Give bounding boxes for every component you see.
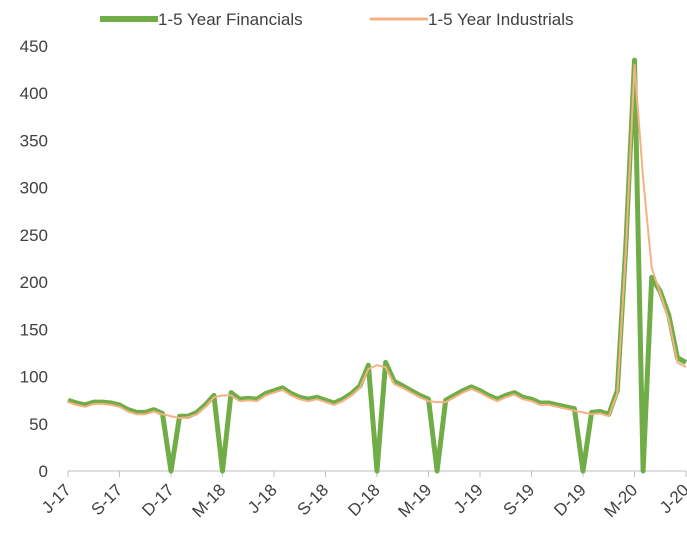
x-tick-label: M-20 bbox=[601, 480, 642, 521]
x-tick-label: M-18 bbox=[189, 480, 230, 521]
x-tick-label: S-17 bbox=[87, 480, 126, 519]
y-tick-label: 100 bbox=[20, 368, 48, 387]
y-tick-label: 0 bbox=[39, 462, 48, 481]
y-tick-label: 300 bbox=[20, 179, 48, 198]
y-tick-label: 400 bbox=[20, 84, 48, 103]
legend-label: 1-5 Year Financials bbox=[158, 10, 303, 29]
x-tick-label: S-18 bbox=[293, 480, 332, 519]
line-series bbox=[67, 63, 687, 420]
x-tick-label: D-19 bbox=[550, 480, 589, 519]
y-tick-label: 450 bbox=[20, 37, 48, 56]
x-tick-label: J-20 bbox=[656, 480, 687, 517]
y-tick-label: 150 bbox=[20, 320, 48, 339]
legend-label: 1-5 Year Industrials bbox=[428, 10, 574, 29]
x-tick-label: J-18 bbox=[244, 480, 281, 517]
x-tick-label: J-19 bbox=[450, 480, 487, 517]
x-tick-label: D-17 bbox=[138, 480, 177, 519]
y-tick-label: 250 bbox=[20, 226, 48, 245]
line-series bbox=[67, 57, 687, 474]
x-tick-label: M-19 bbox=[395, 480, 436, 521]
x-tick-label: S-19 bbox=[499, 480, 538, 519]
x-tick-label: J-17 bbox=[38, 480, 75, 517]
x-tick-label: D-18 bbox=[344, 480, 383, 519]
y-tick-label: 200 bbox=[20, 273, 48, 292]
y-tick-label: 50 bbox=[29, 415, 48, 434]
y-tick-label: 350 bbox=[20, 131, 48, 150]
